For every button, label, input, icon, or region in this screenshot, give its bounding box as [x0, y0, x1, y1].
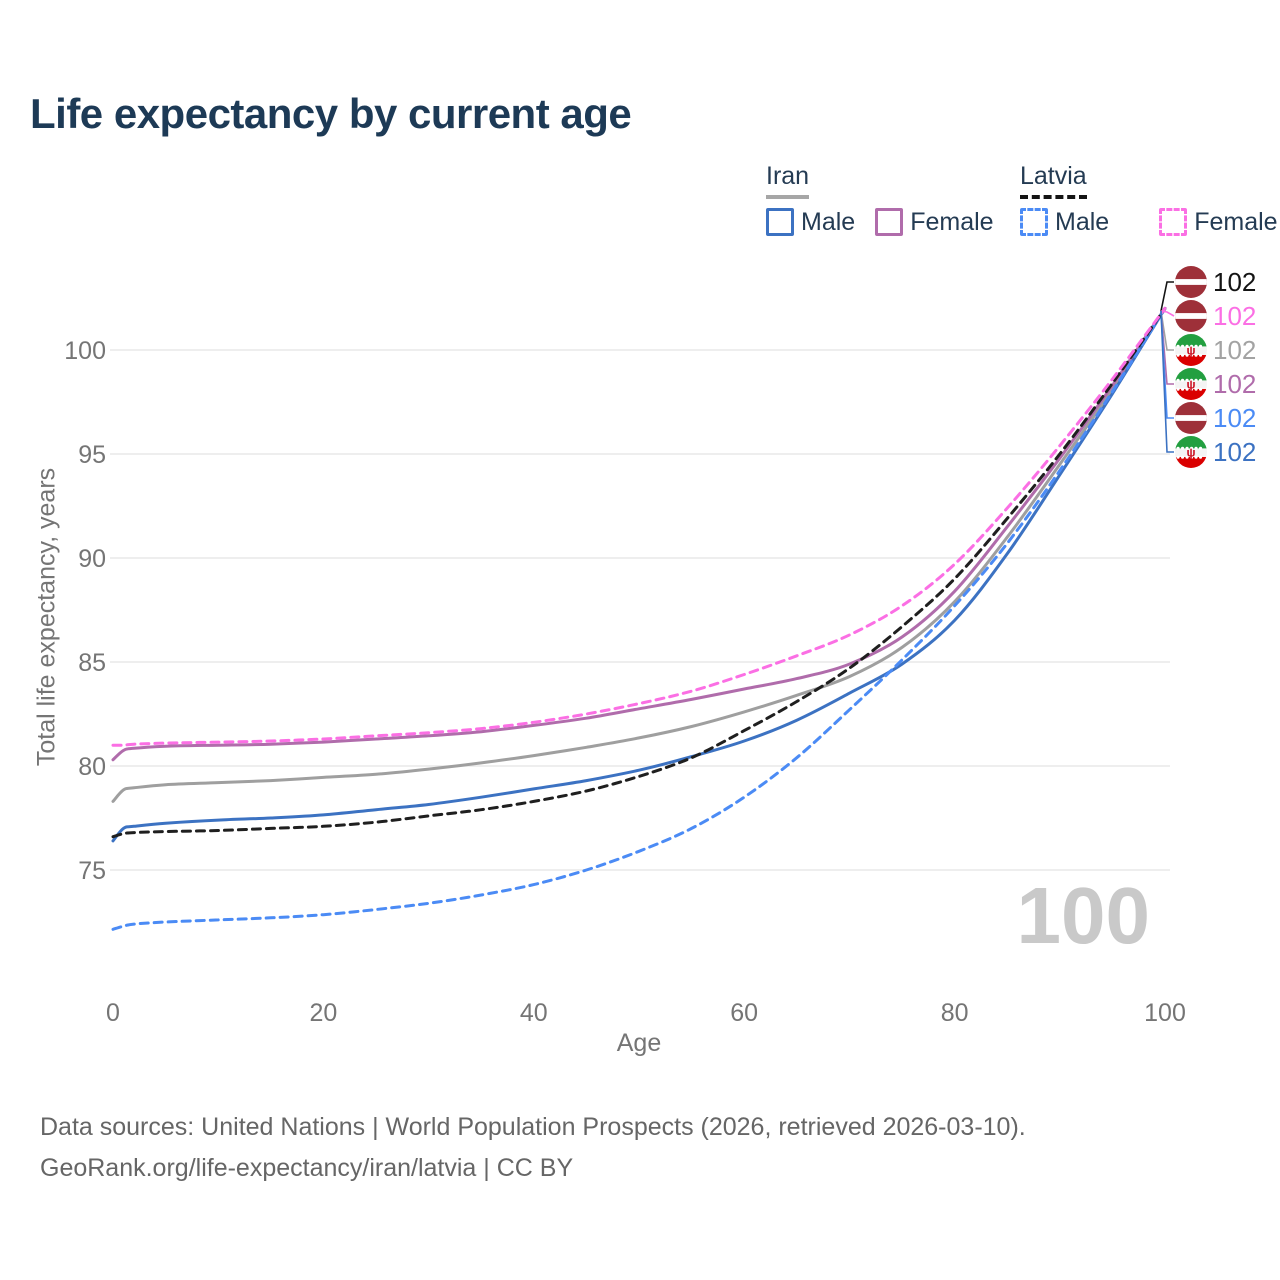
- legend-heading-latvia: Latvia: [1020, 162, 1087, 199]
- legend-label-latvia-female: Female: [1194, 207, 1278, 236]
- iran-emblem: ψ: [1186, 446, 1195, 460]
- legend-item-iran-male[interactable]: Male: [766, 208, 855, 237]
- legend-row-iran: Male Female: [766, 208, 994, 237]
- end-label-iran-male: ψ 102: [1160, 310, 1256, 468]
- end-label-latvia-male: 102: [1160, 310, 1256, 434]
- x-tick-100: 100: [1144, 999, 1186, 1027]
- latvia-female-swatch-icon: [1159, 208, 1188, 236]
- end-value-label: 102: [1213, 335, 1256, 365]
- end-label-latvia-female: 102: [1160, 300, 1256, 332]
- footer-license-line: GeoRank.org/life-expectancy/iran/latvia …: [40, 1154, 574, 1182]
- iran-emblem: ψ: [1186, 344, 1195, 358]
- end-value-label: 102: [1213, 267, 1256, 297]
- age-counter-watermark: 100: [1016, 871, 1150, 960]
- end-label-latvia-both-sexes: 102: [1160, 266, 1256, 312]
- leader-line: [1160, 310, 1175, 317]
- x-axis-title: Age: [617, 1029, 661, 1057]
- legend-heading-iran: Iran: [766, 162, 810, 199]
- leader-line: [1160, 281, 1174, 312]
- x-tick-40: 40: [520, 999, 548, 1027]
- series-line-latvia-female: [111, 306, 1167, 747]
- x-tick-0: 0: [106, 999, 120, 1027]
- end-value-label: 102: [1213, 369, 1256, 399]
- y-tick-90: 90: [78, 545, 106, 573]
- end-label-iran-both-sexes: ψ 102: [1160, 310, 1256, 366]
- iran-male-swatch-icon: [766, 208, 794, 236]
- series-line-iran-male: [111, 306, 1167, 843]
- iran-female-swatch-icon: [875, 208, 904, 236]
- iran-emblem: ψ: [1186, 378, 1195, 392]
- end-value-label: 102: [1213, 301, 1256, 331]
- y-tick-80: 80: [78, 753, 106, 781]
- x-tick-80: 80: [941, 999, 969, 1027]
- page-title: Life expectancy by current age: [30, 90, 632, 137]
- legend-item-latvia-male[interactable]: Male: [1020, 208, 1109, 237]
- leader-line: [1160, 310, 1174, 351]
- footer-source-line: Data sources: United Nations | World Pop…: [40, 1113, 1026, 1141]
- legend-item-iran-female[interactable]: Female: [875, 207, 994, 237]
- series-line-latvia-both-sexes: [111, 306, 1167, 839]
- legend-label-iran-female: Female: [910, 207, 994, 236]
- legend-group-iran: Iran Male Female: [766, 162, 994, 237]
- legend-group-latvia: Latvia Male Female: [1020, 162, 1278, 237]
- series-line-latvia-male: [111, 306, 1167, 931]
- legend-label-iran-male: Male: [801, 207, 856, 236]
- footer: Data sources: United Nations | World Pop…: [40, 1107, 1026, 1189]
- y-tick-85: 85: [78, 649, 106, 677]
- x-tick-20: 20: [309, 999, 337, 1027]
- legend-item-latvia-female[interactable]: Female: [1159, 207, 1278, 237]
- y-tick-95: 95: [78, 441, 106, 469]
- y-tick-100: 100: [64, 337, 106, 365]
- series-line-iran-female: [111, 306, 1167, 762]
- series-line-iran-both-sexes: [111, 306, 1167, 803]
- legend-label-latvia-male: Male: [1055, 207, 1110, 236]
- end-label-iran-female: ψ 102: [1160, 310, 1256, 400]
- latvia-male-swatch-icon: [1020, 208, 1048, 236]
- end-value-label: 102: [1213, 403, 1256, 433]
- end-value-label: 102: [1213, 437, 1256, 467]
- x-tick-60: 60: [730, 999, 758, 1027]
- leader-line: [1160, 310, 1174, 453]
- legend-row-latvia: Male Female: [1020, 208, 1278, 237]
- y-tick-75: 75: [78, 857, 106, 885]
